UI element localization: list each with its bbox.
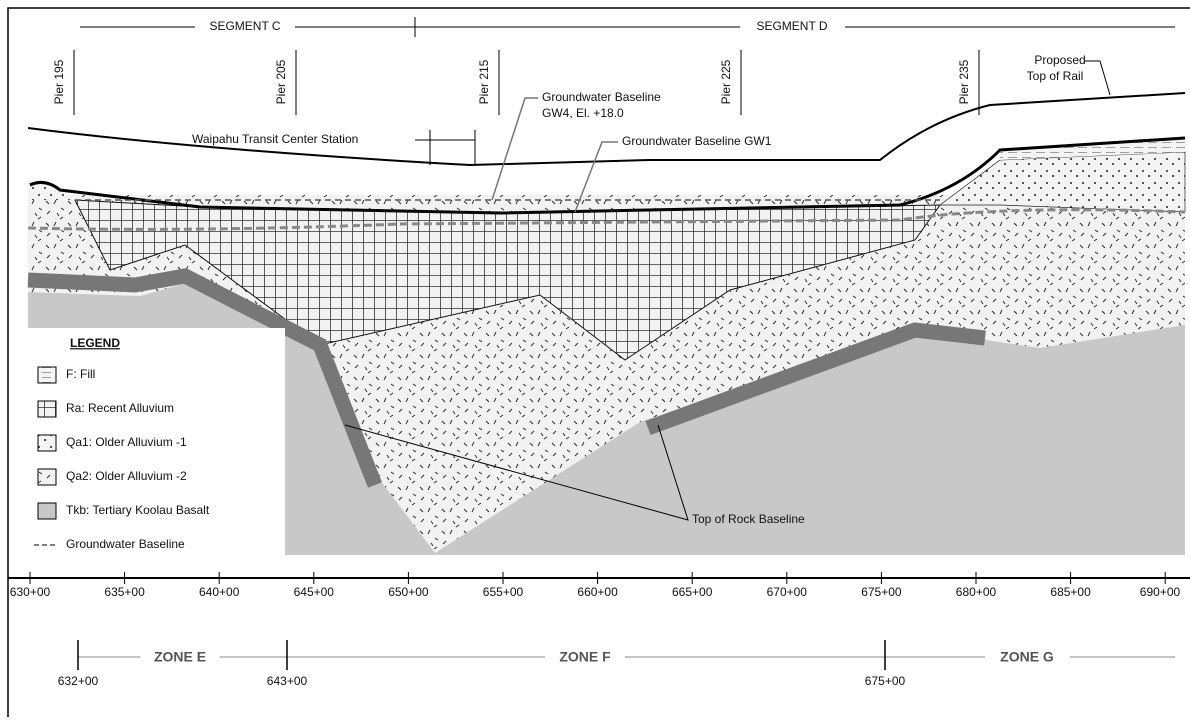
annotation: Proposed [1034,53,1085,67]
zone-label: ZONE G [1000,649,1054,665]
station-label: 640+00 [199,585,240,599]
leader [1085,61,1110,95]
station-label: 655+00 [483,585,524,599]
legend-swatch [38,469,56,485]
qa1 [940,152,1185,212]
annotation: Top of Rock Baseline [692,512,805,526]
legend-item: Tkb: Tertiary Koolau Basalt [66,503,210,517]
station-label: 650+00 [388,585,429,599]
station-extent [415,130,475,165]
legend-item: Ra: Recent Alluvium [66,401,174,415]
station-label: 690+00 [1140,585,1181,599]
annotation: Waipahu Transit Center Station [192,132,358,146]
station-label: 675+00 [861,585,902,599]
cross-section: LEGEND F: Fill Ra: Recent Alluvium Qa1: Ol… [0,0,1190,717]
pier-label: Pier 195 [52,59,66,104]
zone-boundary: 675+00 [865,674,906,688]
legend-swatch [38,367,56,383]
pier-label: Pier 225 [719,59,733,104]
zone-label: ZONE F [559,649,611,665]
annotation: GW4, El. +18.0 [542,106,624,120]
zones: ZONE E ZONE F ZONE G 632+00 643+00 675+0… [58,640,1175,688]
legend-item: Qa1: Older Alluvium -1 [66,435,187,449]
legend-title: LEGEND [70,336,120,350]
legend-swatch [38,435,56,451]
legend-item: F: Fill [66,367,95,381]
legend-swatch [38,401,56,417]
station-label: 660+00 [577,585,618,599]
annotation: Top of Rail [1027,69,1084,83]
zone-boundary: 632+00 [58,674,99,688]
pier-label: Pier 215 [477,59,491,104]
piers: Pier 195 Pier 205 Pier 215 Pier 225 Pier… [52,50,979,115]
segment-label: SEGMENT D [756,19,827,33]
station-label: 665+00 [672,585,713,599]
zone-label: ZONE E [154,649,206,665]
legend-swatch [38,503,56,519]
stations: 630+00 635+00 640+00 645+00 650+00 655+00 660+… [10,572,1181,599]
station-label: 645+00 [294,585,335,599]
station-label: 630+00 [10,585,51,599]
pier-ticks [74,50,979,115]
annotation: Groundwater Baseline GW1 [622,134,772,148]
annotation: Groundwater Baseline [542,90,661,104]
legend-item: Qa2: Older Alluvium -2 [66,469,187,483]
zone-boundary: 643+00 [267,674,308,688]
station-label: 670+00 [767,585,808,599]
station-label: 680+00 [956,585,997,599]
pier-label: Pier 235 [957,59,971,104]
segment-label: SEGMENT C [209,19,280,33]
station-label: 635+00 [104,585,145,599]
station-label: 685+00 [1050,585,1091,599]
pier-label: Pier 205 [274,59,288,104]
legend-item: Groundwater Baseline [66,537,185,551]
